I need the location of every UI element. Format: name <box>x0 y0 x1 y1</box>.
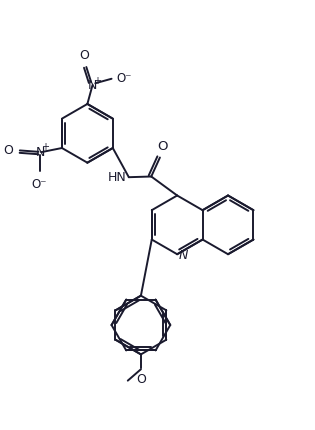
Text: O: O <box>157 139 168 152</box>
Text: O: O <box>136 372 146 385</box>
Text: HN: HN <box>108 171 126 184</box>
Text: O⁻: O⁻ <box>116 71 132 84</box>
Text: +: + <box>41 141 49 152</box>
Text: N: N <box>36 145 45 158</box>
Text: O: O <box>79 49 89 61</box>
Text: O⁻: O⁻ <box>31 178 47 190</box>
Text: N: N <box>179 249 188 262</box>
Text: N: N <box>88 79 97 92</box>
Text: O: O <box>4 143 14 156</box>
Text: +: + <box>93 76 101 86</box>
